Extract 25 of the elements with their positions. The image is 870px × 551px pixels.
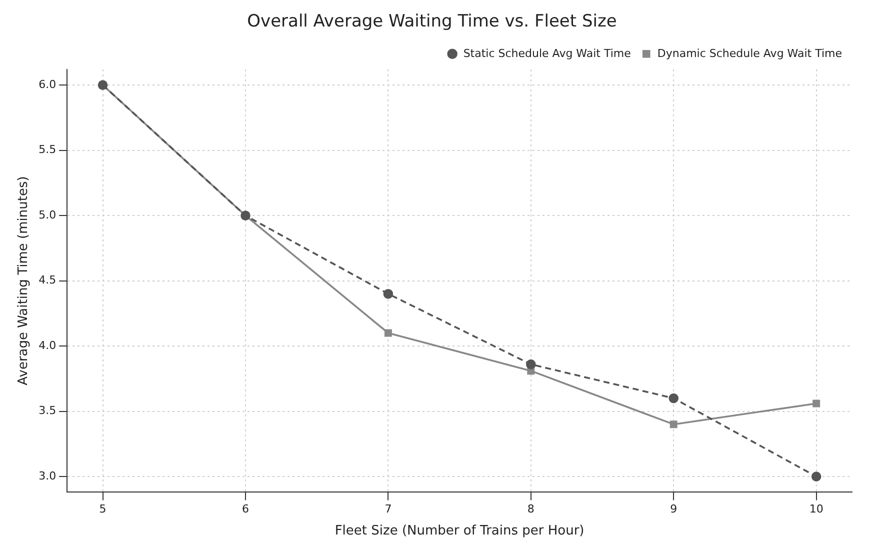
legend-label: Dynamic Schedule Avg Wait Time xyxy=(657,46,842,60)
legend-label: Static Schedule Avg Wait Time xyxy=(463,46,632,60)
x-tick-label: 9 xyxy=(670,502,678,516)
x-tick-label: 8 xyxy=(527,502,534,516)
point xyxy=(811,472,822,482)
x-tick-label: 6 xyxy=(242,502,249,516)
x-tick-label: 5 xyxy=(99,502,106,516)
point xyxy=(670,420,678,428)
point xyxy=(812,400,820,408)
point xyxy=(383,288,394,299)
y-tick-label: 5.0 xyxy=(38,208,56,222)
x-axis-title: Fleet Size (Number of Trains per Hour) xyxy=(334,524,584,539)
y-tick-label: 3.5 xyxy=(38,404,56,418)
y-tick-label: 4.0 xyxy=(38,338,56,352)
y-tick-label: 6.0 xyxy=(38,78,56,91)
y-tick-label: 4.5 xyxy=(38,274,56,287)
point xyxy=(668,393,679,404)
x-tick-label: 10 xyxy=(809,502,824,516)
point xyxy=(384,329,392,337)
y-axis-title: Average Waiting Time (minutes) xyxy=(16,176,32,386)
point xyxy=(526,359,536,370)
x-tick-label: 7 xyxy=(384,502,392,516)
y-tick-label: 5.5 xyxy=(38,143,56,156)
chart-title: Overall Average Waiting Time vs. Fleet Size xyxy=(247,12,617,32)
y-tick-label: 3.0 xyxy=(38,469,56,482)
